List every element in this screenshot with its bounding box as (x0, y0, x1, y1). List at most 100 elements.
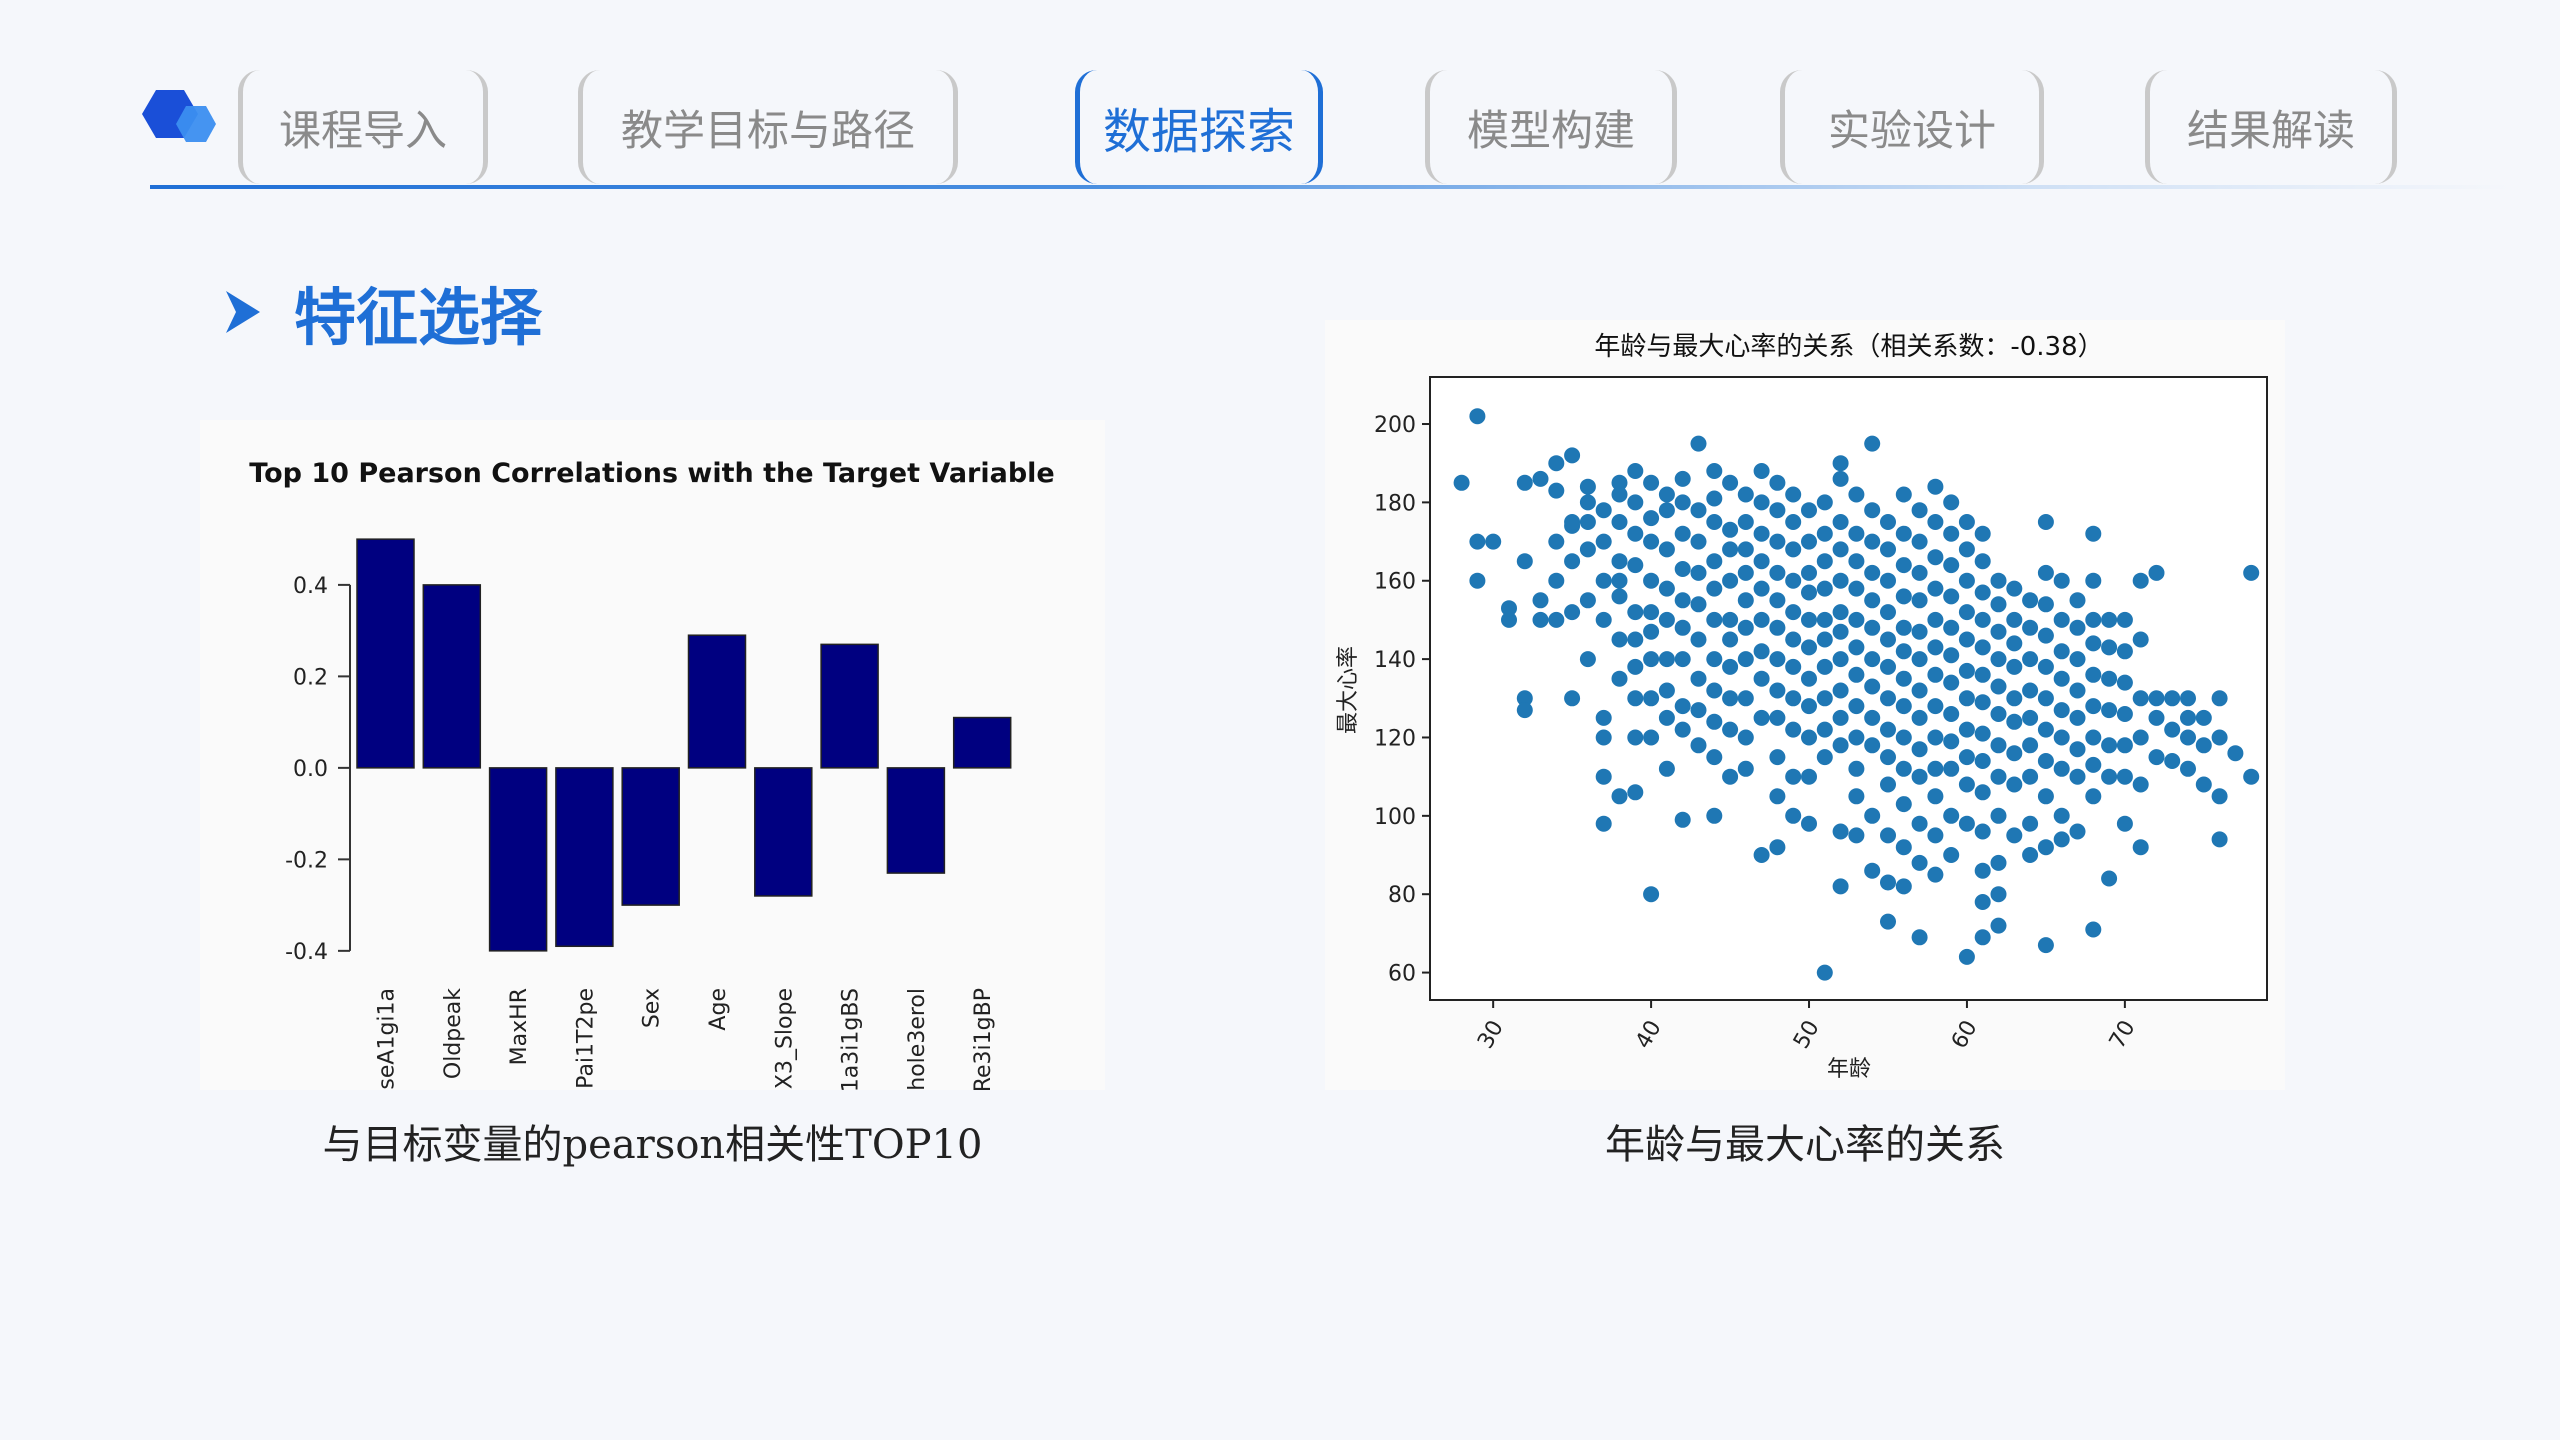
scatter-point (2085, 921, 2102, 938)
scatter-point (1974, 611, 1991, 628)
bar-x-tick-label: Re3i1gBP (971, 988, 996, 1090)
scatter-point (1816, 553, 1833, 570)
scatter-point (1769, 651, 1786, 668)
scatter-point (1769, 839, 1786, 856)
scatter-point (1848, 525, 1865, 542)
scatter-y-tick-label: 60 (1388, 962, 1416, 987)
scatter-point (1658, 541, 1675, 558)
scatter-point (1927, 729, 1944, 746)
scatter-point (1737, 514, 1754, 530)
scatter-point (1801, 768, 1817, 785)
scatter-point (2085, 635, 2102, 652)
scatter-point (1880, 658, 1896, 675)
scatter-point (1848, 639, 1865, 656)
scatter-point (1753, 709, 1770, 726)
scatter-point (1880, 721, 1896, 738)
scatter-point (2006, 827, 2023, 844)
scatter-point (1690, 533, 1707, 550)
scatter-point (2211, 729, 2228, 746)
scatter-point (2037, 514, 2054, 530)
scatter-point (2180, 690, 2196, 707)
scatter-point (2116, 706, 2133, 722)
scatter-point (1627, 604, 1644, 621)
scatter-point (1895, 839, 1912, 856)
scatter-point (1611, 474, 1628, 491)
scatter-point (1769, 564, 1786, 581)
scatter-point (1848, 580, 1865, 597)
scatter-point (2053, 760, 2070, 777)
scatter-point (1469, 572, 1486, 589)
header-divider (150, 185, 2510, 189)
scatter-point (2180, 709, 2196, 726)
scatter-point (1801, 729, 1817, 746)
scatter-point (1864, 709, 1881, 726)
scatter-point (1674, 494, 1691, 511)
tab-result-interpretation[interactable]: 结果解读 (2145, 70, 2397, 184)
scatter-point (1895, 878, 1912, 895)
scatter-point (1674, 561, 1691, 577)
scatter-point (2132, 631, 2149, 648)
scatter-point (1895, 525, 1912, 542)
scatter-point (1564, 690, 1581, 707)
scatter-point (2037, 788, 2054, 805)
scatter-point (1895, 588, 1912, 605)
bar-x-tick-label: Sex (640, 988, 665, 1028)
scatter-point (2085, 525, 2102, 542)
scatter-point (1927, 666, 1944, 683)
scatter-point (1958, 604, 1975, 621)
scatter-point (1516, 690, 1533, 707)
scatter-point (1943, 847, 1960, 863)
scatter-point (1690, 564, 1707, 581)
scatter-point (2101, 611, 2118, 628)
scatter-point (1548, 572, 1565, 589)
scatter-point (1927, 478, 1944, 495)
scatter-point (1816, 721, 1833, 738)
scatter-point (1848, 788, 1865, 805)
scatter-point (1753, 611, 1770, 628)
scatter-point (1706, 580, 1723, 597)
scatter-point (1990, 678, 2007, 695)
scatter-point (1816, 611, 1833, 628)
scatter-point (1895, 796, 1912, 813)
scatter-point (1722, 768, 1739, 785)
bar-x-tick-label: X3_Slope (772, 988, 797, 1089)
scatter-point (1785, 604, 1802, 621)
tab-course-intro[interactable]: 课程导入 (238, 70, 488, 184)
section-title: 特征选择 (294, 281, 543, 354)
scatter-point (1848, 729, 1865, 746)
scatter-point (1848, 698, 1865, 715)
tab-experiment-design[interactable]: 实验设计 (1780, 70, 2044, 184)
scatter-point (1974, 823, 1991, 840)
scatter-point (2053, 807, 2070, 824)
scatter-point (2022, 737, 2039, 754)
tab-model-building[interactable]: 模型构建 (1425, 70, 1677, 184)
scatter-point (1943, 760, 1960, 777)
tab-data-exploration[interactable]: 数据探索 (1075, 70, 1323, 184)
scatter-point (2132, 690, 2149, 707)
scatter-point (1958, 776, 1975, 793)
scatter-point (1848, 666, 1865, 683)
bar (422, 584, 482, 769)
scatter-point (1501, 611, 1517, 628)
scatter-point (1927, 580, 1944, 597)
scatter-point (1801, 815, 1817, 832)
scatter-point (1706, 713, 1723, 730)
scatter-point (1611, 588, 1628, 605)
bar (621, 767, 680, 906)
bar-x-tick-label: X1a3i1gBS (839, 988, 864, 1090)
scatter-point (1943, 588, 1960, 605)
scatter-point (1627, 729, 1644, 746)
scatter-point (1880, 604, 1896, 621)
scatter-point (1722, 721, 1739, 738)
scatter-point (1469, 408, 1486, 425)
scatter-point (2101, 670, 2118, 687)
scatter-point (1769, 592, 1786, 609)
scatter-point (2053, 831, 2070, 848)
scatter-point (1927, 639, 1944, 656)
scatter-point (1564, 553, 1581, 570)
scatter-x-axis-label: 年龄 (1827, 1057, 1871, 1082)
bar-x-tick-label: 3Pai1T2pe (573, 988, 598, 1090)
scatter-point (2037, 721, 2054, 738)
tab-teaching-goals[interactable]: 教学目标与路径 (578, 70, 958, 184)
scatter-point (1579, 541, 1596, 558)
